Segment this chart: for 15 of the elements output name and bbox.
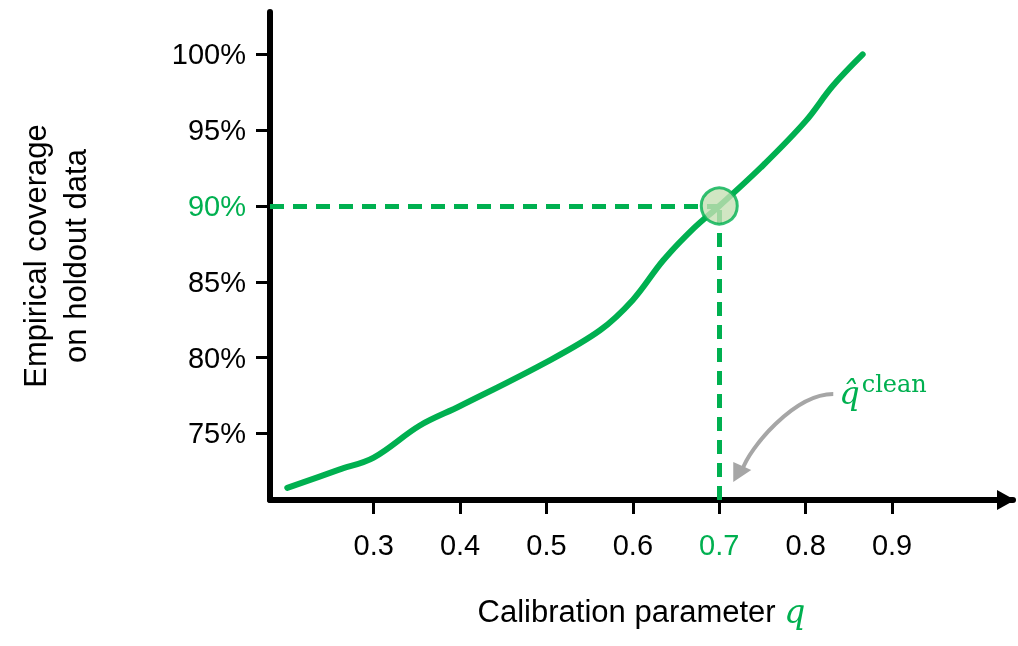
x-axis-title: Calibration parameter q	[477, 592, 806, 631]
y-tick-label: 85%	[187, 265, 246, 298]
y-tick-label: 95%	[187, 114, 246, 147]
x-tick-label: 0.6	[612, 528, 654, 561]
x-tick-label: 0.9	[871, 528, 913, 561]
y-tick-label: 75%	[187, 417, 246, 450]
x-tick-label: 0.8	[785, 528, 826, 561]
x-tick-label: 0.4	[439, 528, 481, 561]
y-tick-label: 80%	[187, 341, 246, 374]
x-tick-label: 0.5	[526, 528, 567, 561]
y-tick-label: 90%	[187, 189, 246, 222]
y-axis-title: Empirical coverage on holdout data	[17, 124, 93, 388]
x-tick-label: 0.7	[699, 528, 740, 561]
y-tick-label: 100%	[171, 38, 246, 71]
x-tick-label: 0.3	[353, 528, 394, 561]
